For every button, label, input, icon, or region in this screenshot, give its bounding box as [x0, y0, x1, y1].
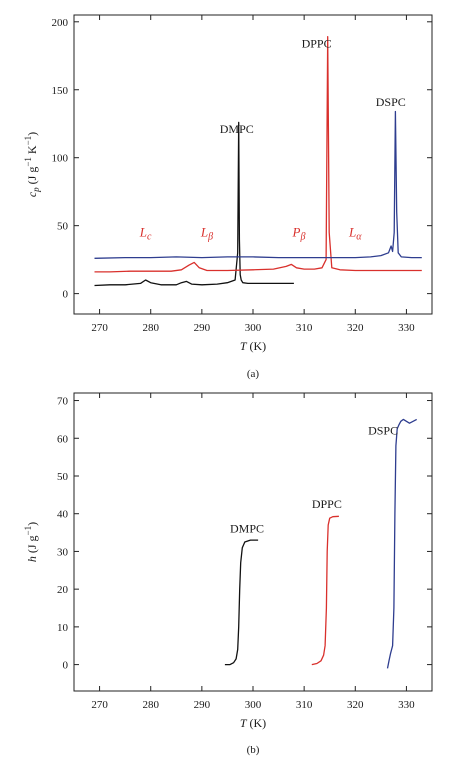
- y-tick-label: 150: [52, 85, 69, 97]
- y-tick-label: 50: [57, 221, 69, 233]
- series-label-dspc: DSPC: [368, 423, 398, 437]
- y-axis-symbol: c: [25, 191, 39, 197]
- panel-label: (b): [247, 744, 260, 756]
- phase-label: Lα: [348, 225, 362, 243]
- phase-label: Lβ: [200, 225, 213, 243]
- phase-label-main: L: [200, 225, 208, 240]
- y-axis-unit-2: K: [25, 145, 39, 157]
- x-tick-label: 320: [347, 699, 364, 711]
- y-tick-label: 30: [57, 546, 69, 558]
- y-tick-label: 10: [57, 622, 69, 634]
- x-tick-label: 330: [398, 322, 415, 334]
- x-tick-label: 280: [142, 699, 159, 711]
- x-tick-label: 290: [194, 322, 211, 334]
- x-tick-label: 300: [245, 322, 262, 334]
- x-axis-title: T (K): [240, 716, 266, 730]
- x-tick-label: 310: [296, 699, 313, 711]
- y-axis-symbol: h: [25, 556, 39, 562]
- x-axis-symbol: T: [240, 339, 248, 353]
- series-line-dmpc: [224, 539, 259, 666]
- x-tick-label: 320: [347, 322, 364, 334]
- x-tick-label: 300: [245, 699, 262, 711]
- panel-label: (a): [247, 368, 260, 380]
- x-tick-label: 270: [91, 322, 108, 334]
- phase-label-main: P: [292, 225, 301, 240]
- y-axis-symbol-sub: p: [31, 187, 41, 193]
- phase-label-sub: β: [207, 232, 213, 243]
- x-tick-label: 280: [142, 322, 159, 334]
- x-axis-symbol: T: [240, 716, 248, 730]
- y-tick-label: 100: [52, 153, 69, 165]
- y-axis-title: h (J g−1): [23, 522, 39, 562]
- series-line-dmpc: [94, 121, 294, 287]
- phase-label-main: L: [139, 225, 147, 240]
- y-axis-unit-sup: −1: [23, 157, 33, 167]
- phase-label-sub: c: [147, 232, 152, 243]
- y-tick-label: 50: [57, 471, 69, 483]
- phase-label-sub: α: [356, 232, 362, 243]
- y-tick-label: 40: [57, 509, 69, 521]
- y-tick-label: 0: [63, 289, 69, 301]
- plot-frame: [73, 392, 433, 692]
- y-axis-unit-close: ): [25, 522, 39, 526]
- phase-label-main: L: [348, 225, 356, 240]
- y-tick-label: 200: [52, 17, 69, 29]
- x-axis-unit: (K): [247, 339, 267, 353]
- series-label-dspc: DSPC: [376, 95, 406, 109]
- x-tick-label: 290: [194, 699, 211, 711]
- series-line-dppc: [94, 36, 422, 273]
- phase-label: Lc: [139, 225, 152, 243]
- series-label-dmpc: DMPC: [220, 122, 254, 136]
- phase-label: Pβ: [292, 225, 306, 243]
- x-tick-label: 310: [296, 322, 313, 334]
- series-line-dspc: [386, 418, 418, 669]
- y-axis-unit-sup: −1: [23, 526, 33, 536]
- x-tick-label: 270: [91, 699, 108, 711]
- y-tick-label: 0: [63, 660, 69, 672]
- y-tick-label: 70: [57, 396, 69, 408]
- y-tick-label: 20: [57, 584, 69, 596]
- series-label-dppc: DPPC: [302, 37, 332, 51]
- y-tick-label: 60: [57, 433, 69, 445]
- series-label-dppc: DPPC: [312, 497, 342, 511]
- x-axis-unit: (K): [247, 716, 267, 730]
- series-line-dspc: [94, 110, 422, 259]
- x-axis-title: T (K): [240, 339, 266, 353]
- y-axis-unit: (J g: [25, 167, 39, 188]
- y-axis-title: cp (J g−1 K−1): [23, 132, 41, 197]
- phase-label-sub: β: [300, 232, 306, 243]
- x-tick-label: 330: [398, 699, 415, 711]
- series-line-dppc: [311, 515, 339, 666]
- y-axis-unit: (J g: [25, 535, 39, 556]
- y-axis-unit-close: ): [25, 132, 39, 136]
- series-label-dmpc: DMPC: [230, 522, 264, 536]
- y-axis-unit-sup-2: −1: [23, 136, 33, 146]
- chart-panel-b: 270 280 290 300 310 320 330 0 10 20 30 40 50 60 70 T (K…: [23, 392, 433, 756]
